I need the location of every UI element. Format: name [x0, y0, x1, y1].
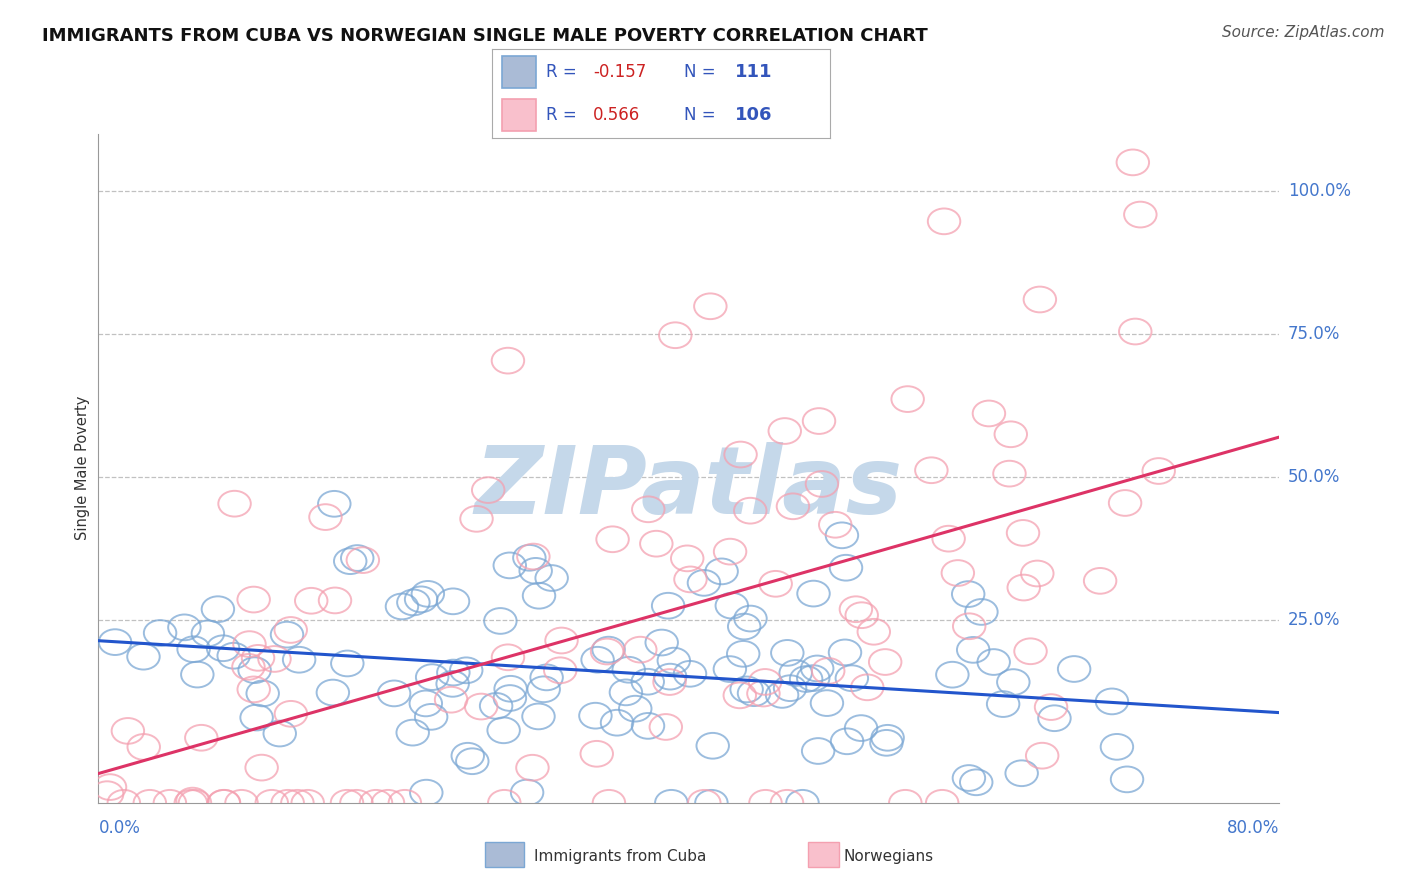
Text: 25.0%: 25.0%	[1288, 611, 1340, 629]
Text: 106: 106	[735, 106, 772, 124]
Text: Source: ZipAtlas.com: Source: ZipAtlas.com	[1222, 25, 1385, 40]
Bar	[502, 56, 536, 88]
Text: IMMIGRANTS FROM CUBA VS NORWEGIAN SINGLE MALE POVERTY CORRELATION CHART: IMMIGRANTS FROM CUBA VS NORWEGIAN SINGLE…	[42, 27, 928, 45]
Text: 75.0%: 75.0%	[1288, 325, 1340, 343]
Text: ZIPatlas: ZIPatlas	[475, 442, 903, 534]
Bar	[502, 99, 536, 131]
Text: 100.0%: 100.0%	[1288, 182, 1351, 200]
Text: N =: N =	[685, 63, 716, 81]
Text: R =: R =	[546, 63, 576, 81]
Text: -0.157: -0.157	[593, 63, 647, 81]
Text: 50.0%: 50.0%	[1288, 468, 1340, 486]
Text: N =: N =	[685, 106, 716, 124]
Text: Norwegians: Norwegians	[844, 849, 934, 863]
Text: 80.0%: 80.0%	[1227, 820, 1279, 838]
Text: Immigrants from Cuba: Immigrants from Cuba	[534, 849, 707, 863]
Y-axis label: Single Male Poverty: Single Male Poverty	[75, 396, 90, 541]
Text: 111: 111	[735, 63, 772, 81]
Text: 0.566: 0.566	[593, 106, 641, 124]
Text: R =: R =	[546, 106, 576, 124]
Text: 0.0%: 0.0%	[98, 820, 141, 838]
